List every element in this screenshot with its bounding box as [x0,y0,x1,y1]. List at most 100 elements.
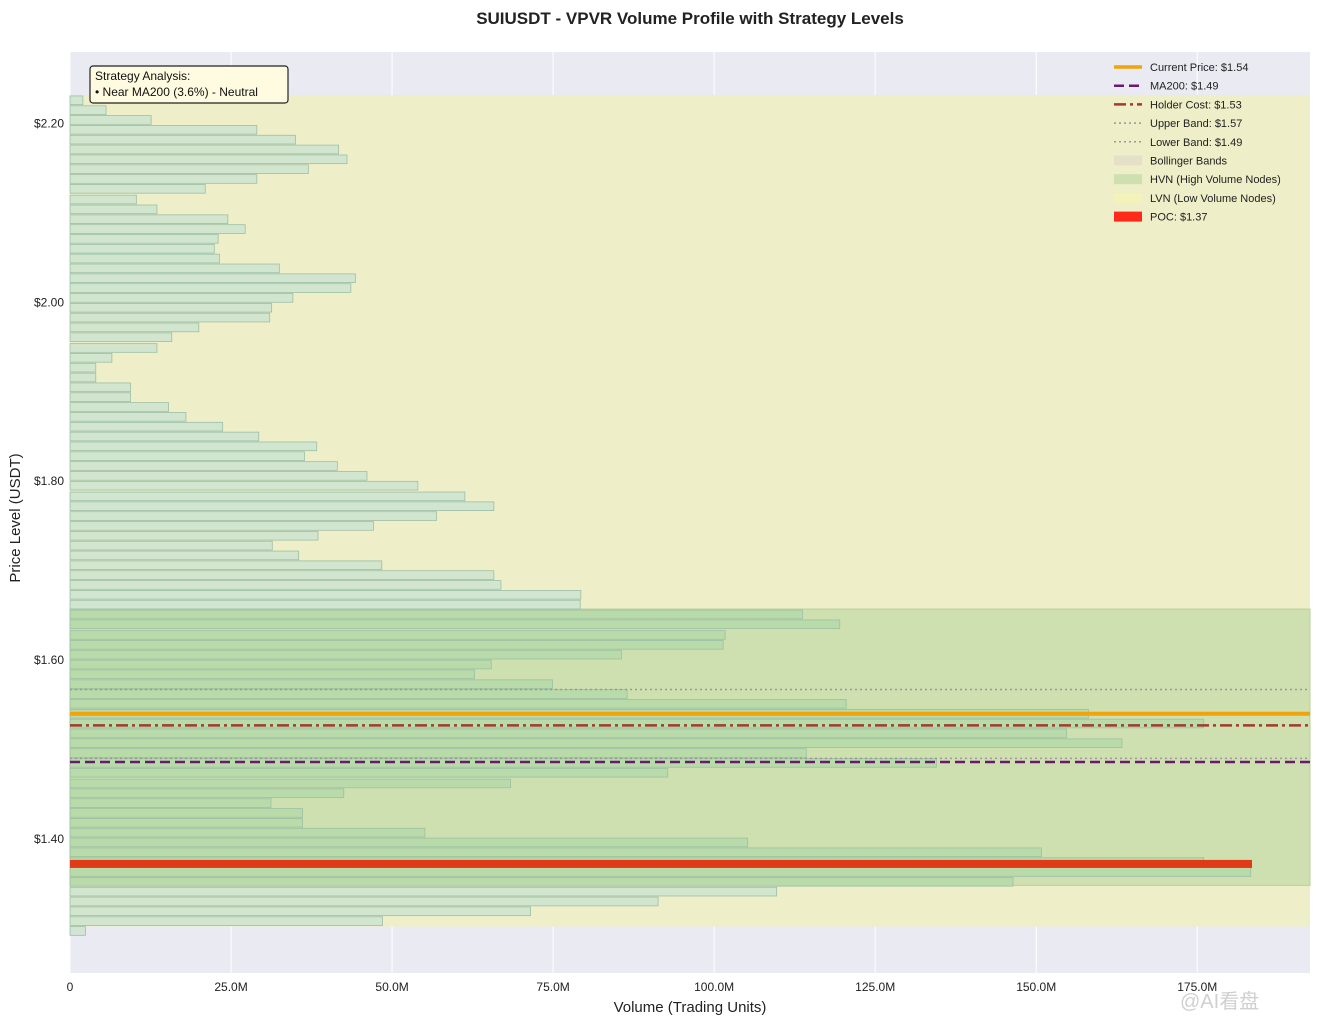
volume-bar [69,906,531,917]
volume-bar [69,343,158,353]
legend-label: Lower Band: $1.49 [1150,137,1242,149]
x-tick-label: 25.0M [214,980,247,994]
annotation-line-2: • Near MA200 (3.6%) - Neutral [95,85,258,99]
legend-label: Bollinger Bands [1150,156,1228,168]
y-axis-label: Price Level (USDT) [7,453,24,582]
volume-bar [69,550,300,561]
volume-bar [69,748,807,758]
volume-bar [69,204,158,215]
legend-label: Current Price: $1.54 [1150,62,1248,74]
chart-title: SUIUSDT - VPVR Volume Profile with Strat… [476,9,904,28]
volume-bar [69,570,495,580]
x-tick-label: 50.0M [375,980,408,994]
volume-bar [69,412,187,422]
legend-label: POC: $1.37 [1150,212,1207,224]
x-tick-label: 150.0M [1016,980,1056,994]
volume-bar [69,599,581,610]
y-tick-label: $2.00 [34,295,64,309]
volume-bar [69,511,437,521]
volume-bar [69,728,1067,739]
x-tick-label: 175.0M [1177,980,1217,994]
volume-bar [69,273,356,283]
x-tick-label: 100.0M [694,980,734,994]
y-tick-label: $2.20 [34,117,64,131]
volume-bar [69,283,352,293]
volume-bar [69,154,348,165]
volume-bar [69,125,258,135]
strategy-annotation: Strategy Analysis: • Near MA200 (3.6%) -… [89,65,289,104]
volume-bar [69,441,318,452]
volume-bar [69,877,1014,887]
volume-bar [69,867,1252,877]
annotation-box [89,65,289,104]
volume-bar [69,530,319,541]
watermark: @AI看盘 [1180,990,1259,1013]
volume-bar [69,630,726,640]
volume-bar [69,214,229,224]
strategy-level-lines [70,688,1310,868]
volume-bar [69,372,97,383]
volume-bar [69,818,303,828]
volume-bar [69,174,258,184]
volume-bar [69,540,273,551]
volume-bar [69,521,374,531]
poc-bar [70,859,1253,868]
volume-bar [69,679,553,689]
volume-bar [69,164,309,174]
legend-swatch [1114,155,1142,166]
volume-bar [69,224,246,234]
volume-bar [69,382,131,393]
volume-bar [69,293,294,303]
volume-bar [69,184,206,194]
axis-ticks: 0 25.0M 50.0M 75.0M 100.0M 125.0M 150.0M 175.0M… [34,117,1217,994]
volume-bar [69,134,296,145]
volume-bar [69,302,273,313]
legend: Current Price: $1.54 MA200: $1.49 Holder C… [1114,62,1281,224]
volume-bar [69,827,426,838]
volume-bar [69,312,271,323]
volume-bar [69,461,338,471]
legend-label: Holder Cost: $1.53 [1150,99,1242,111]
volume-bar [69,471,368,481]
volume-bar [69,263,280,274]
volume-bar [69,451,305,461]
x-axis-label: Volume (Trading Units) [614,999,767,1016]
x-tick-label: 0 [67,980,74,994]
volume-bar [69,353,113,363]
volume-bar [69,105,107,115]
volume-bar [69,847,1042,858]
volume-bar [69,421,224,432]
volume-bar [69,480,419,491]
volume-bar [69,886,778,897]
volume-bar [69,144,340,155]
volume-bar [69,916,383,926]
volume-bar [69,640,724,650]
legend-label: HVN (High Volume Nodes) [1150,174,1281,186]
volume-bar [69,491,466,502]
volume-bar [69,431,260,442]
volume-bar [69,580,502,590]
volume-bar [69,669,475,680]
volume-bar [69,808,303,818]
legend-swatch [1114,211,1142,222]
legend-swatch [1114,192,1142,203]
legend-label: MA200: $1.49 [1150,81,1219,93]
volume-bar [69,896,659,907]
volume-bar [69,837,749,848]
legend-label: LVN (Low Volume Nodes) [1150,193,1276,205]
volume-bar [69,392,131,402]
volume-bar [69,194,137,205]
volume-bar [69,798,272,808]
y-tick-label: $1.60 [34,653,64,667]
legend-label: Upper Band: $1.57 [1150,118,1242,130]
volume-bar [69,322,200,333]
volume-bar [69,767,669,778]
volume-bar [69,253,220,264]
legend-swatch [1114,174,1142,185]
volume-bar [69,659,492,670]
volume-bar [69,590,582,600]
y-tick-label: $1.80 [34,474,64,488]
volume-bar [69,560,383,571]
volume-bar [69,619,841,630]
